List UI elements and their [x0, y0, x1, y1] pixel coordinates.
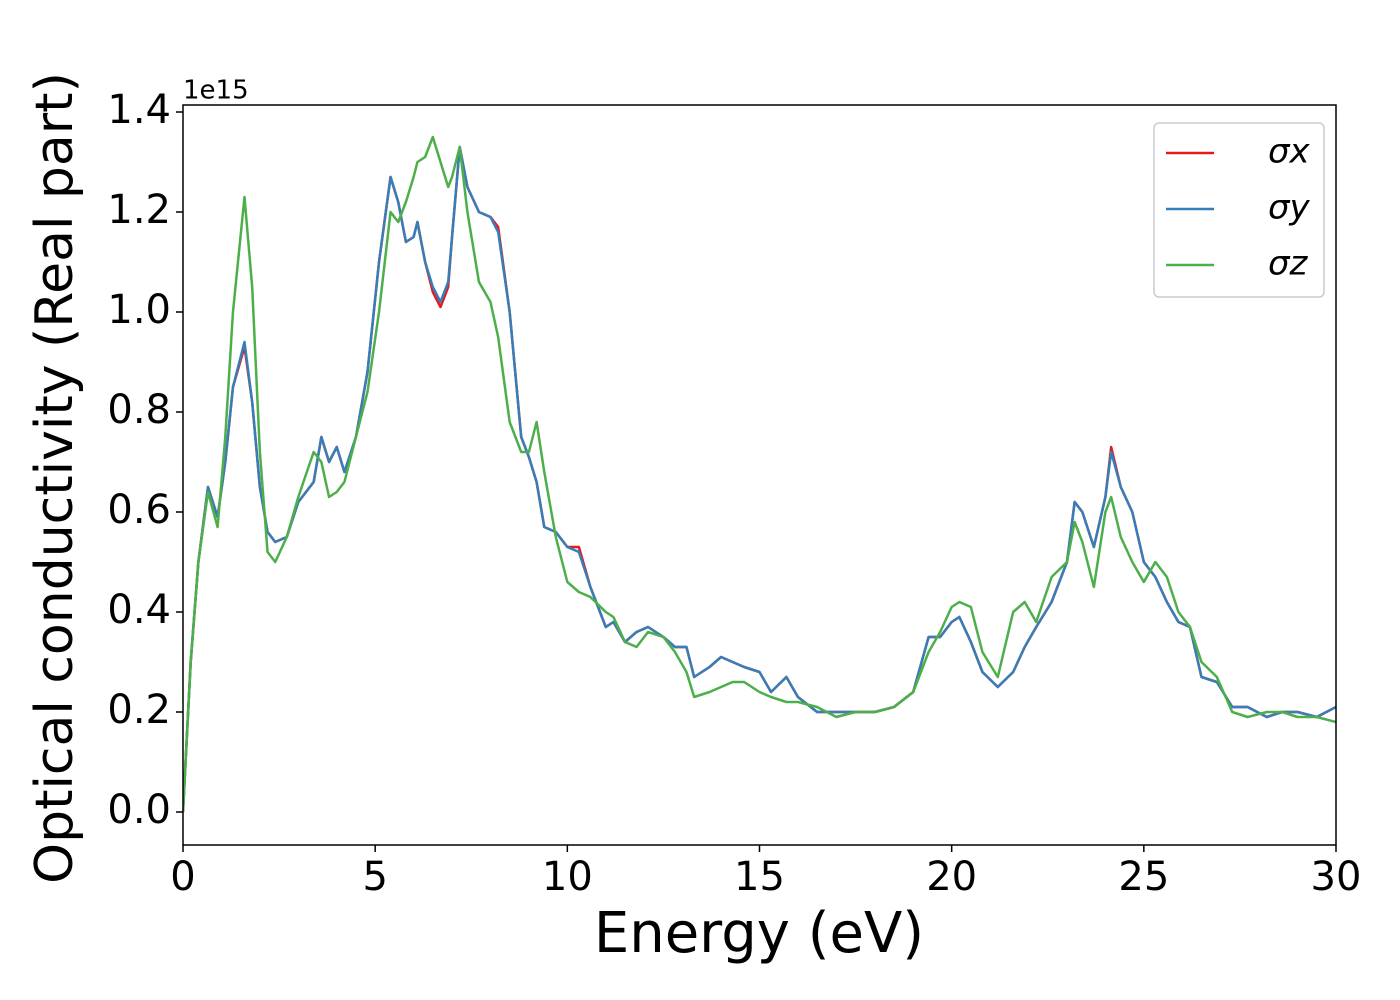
- y-tick-label: 0.2: [107, 687, 171, 733]
- y-tick-label: 1.4: [107, 87, 171, 133]
- legend-box: [1153, 122, 1325, 298]
- y-axis-label: Optical conductivity (Real part): [25, 72, 85, 884]
- y-tick-label: 0.8: [107, 387, 171, 433]
- x-tick-label: 10: [542, 854, 593, 900]
- y-tick-label: 0.4: [107, 587, 171, 633]
- y-tick-label: 0.0: [107, 787, 171, 833]
- x-tick-label: 25: [1118, 854, 1169, 900]
- y-tick-label: 0.6: [107, 487, 171, 533]
- y-offset-label: 1e15: [183, 76, 249, 106]
- legend-label: σz: [1268, 244, 1309, 284]
- x-tick-label: 5: [362, 854, 387, 900]
- series-line: [183, 145, 1336, 813]
- x-axis-label: Energy (eV): [594, 901, 924, 966]
- y-tick-label: 1.2: [107, 187, 171, 233]
- x-tick-label: 30: [1311, 854, 1362, 900]
- x-tick-label: 20: [926, 854, 977, 900]
- x-tick-label: 15: [734, 854, 785, 900]
- legend-label: σy: [1268, 188, 1311, 228]
- x-tick-label: 0: [170, 854, 195, 900]
- y-tick-label: 1.0: [107, 287, 171, 333]
- plot-frame: [182, 104, 1337, 846]
- series-line: [183, 135, 1336, 813]
- legend-label: σx: [1268, 132, 1311, 172]
